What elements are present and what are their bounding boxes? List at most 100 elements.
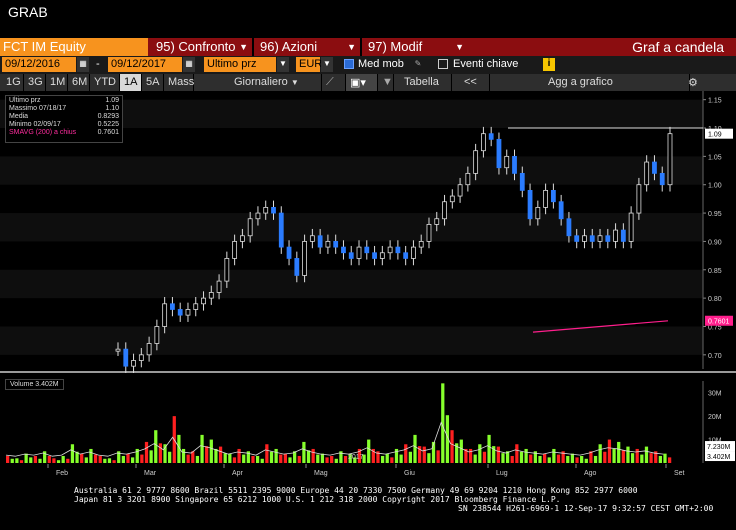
candle <box>613 229 618 242</box>
security-field[interactable]: FCT IM Equity <box>0 38 148 56</box>
candle <box>574 235 580 242</box>
candle <box>418 241 424 248</box>
volume-bar <box>232 457 237 463</box>
volume-bar <box>181 448 186 463</box>
candle-chart[interactable]: 1.15 1.10 1.05 1.00 0.95 0.90 0.85 0.80 0.75 0.70… <box>0 91 736 486</box>
candle <box>372 252 377 259</box>
volume-bar <box>413 434 417 463</box>
candle <box>364 246 370 254</box>
price-band <box>0 326 703 355</box>
volume-bar <box>482 451 487 463</box>
period-tab-5a[interactable]: 5A <box>142 74 164 91</box>
price-field-select[interactable]: Ultimo prz <box>204 57 276 72</box>
price-tick-label: 1.00 <box>708 183 722 190</box>
collapse-icon[interactable]: << <box>460 74 490 91</box>
volume-bar <box>436 450 440 463</box>
x-tick-label: Set <box>674 470 685 477</box>
volume-bar <box>33 455 38 463</box>
candle <box>232 241 238 259</box>
volume-bar <box>408 451 412 463</box>
line-chart-icon[interactable]: ⟋ <box>322 74 346 91</box>
chevron-down-icon: ▼ <box>347 42 356 52</box>
period-tab-6m[interactable]: 6M <box>68 74 90 91</box>
volume-bar <box>515 444 519 463</box>
volume-bar <box>418 446 422 463</box>
menu-azioni-label: Azioni <box>281 39 318 54</box>
volume-bar <box>98 455 102 463</box>
period-tab-mass[interactable]: Mass <box>164 74 194 91</box>
menu-divider <box>252 38 254 56</box>
candle <box>597 235 603 242</box>
frequency-label: Giornaliero <box>234 76 288 88</box>
volume-bar <box>668 457 672 463</box>
end-date-field[interactable]: 09/12/2017 <box>108 57 182 72</box>
price-tick-label: 0.80 <box>708 296 722 303</box>
volume-bar <box>649 453 653 463</box>
calendar-icon[interactable]: ▦ <box>77 57 89 72</box>
frequency-select[interactable]: Giornaliero ▼ <box>230 74 322 91</box>
chevron-down-icon[interactable]: ▼ <box>378 74 394 91</box>
footer-line3: SN 238544 H261-6969-1 12-Sep-17 9:32:57 … <box>458 504 714 513</box>
volume-bar <box>251 455 255 463</box>
info-icon[interactable]: i <box>543 58 555 71</box>
start-date-field[interactable]: 09/12/2016 <box>2 57 76 72</box>
volume-bar <box>357 448 362 463</box>
volume-bar <box>547 457 551 463</box>
volume-bar <box>209 439 213 463</box>
volume-bar <box>612 448 616 463</box>
volume-bar <box>533 451 537 463</box>
candle <box>395 246 401 254</box>
candle <box>411 246 416 259</box>
volume-bar <box>380 455 385 463</box>
chevron-down-icon[interactable]: ▼ <box>277 57 289 72</box>
candle <box>628 212 634 242</box>
volume-tag-bg <box>705 451 735 462</box>
candle <box>379 252 385 259</box>
volume-bar <box>561 451 565 463</box>
period-tab-1a[interactable]: 1A <box>120 74 142 91</box>
menu-azioni[interactable]: 96) Azioni ▼ <box>254 38 360 56</box>
sma-line <box>532 320 669 333</box>
price-tick-label: 0.90 <box>708 239 722 246</box>
candle <box>512 155 517 174</box>
candle-chart-icon[interactable]: ▣▾ <box>346 74 378 91</box>
table-button[interactable]: Tabella <box>400 74 452 91</box>
candle <box>317 235 323 248</box>
legend-row: Media 0.8293 <box>9 113 119 121</box>
period-tab-1g[interactable]: 1G <box>2 74 24 91</box>
menu-azioni-num: 96) <box>260 39 279 54</box>
volume-bar <box>644 446 649 463</box>
volume-bar <box>607 439 612 463</box>
volume-bar <box>283 453 288 463</box>
chevron-down-icon: ▼ <box>455 42 464 52</box>
volume-bar <box>144 441 149 463</box>
volume-bar <box>89 448 93 463</box>
add-to-chart-button[interactable]: Agg a grafico <box>530 74 690 91</box>
candle <box>271 207 276 214</box>
volume-bar <box>19 460 24 463</box>
period-tab-ytd[interactable]: YTD <box>90 74 120 91</box>
menu-modif[interactable]: 97) Modif ▼ <box>362 38 468 56</box>
moving-avg-checkbox[interactable] <box>344 59 354 69</box>
chart-area[interactable]: 1.15 1.10 1.05 1.00 0.95 0.90 0.85 0.80 0.75 0.70… <box>0 91 736 477</box>
period-tab-1m[interactable]: 1M <box>46 74 68 91</box>
candle <box>636 184 642 214</box>
volume-bar <box>617 441 621 463</box>
calendar-icon[interactable]: ▦ <box>183 57 195 72</box>
candle <box>131 360 136 367</box>
period-tab-3g[interactable]: 3G <box>24 74 46 91</box>
volume-bar <box>242 454 246 463</box>
menu-confronto[interactable]: 95) Confronto ▼ <box>150 38 252 56</box>
events-checkbox[interactable] <box>438 59 448 69</box>
gear-icon[interactable]: ⚙ <box>688 77 698 89</box>
volume-tag: 7.230M <box>707 444 731 451</box>
chevron-down-icon[interactable]: ▼ <box>321 57 333 72</box>
x-tick-label: Ago <box>584 470 597 477</box>
volume-bar <box>66 458 70 463</box>
x-tick-label: Mag <box>314 470 328 477</box>
volume-bar <box>149 450 153 463</box>
candle <box>216 280 222 293</box>
volume-bar <box>246 451 250 463</box>
pencil-icon[interactable]: ✎ <box>412 57 424 72</box>
currency-select[interactable]: EUR <box>296 57 322 72</box>
